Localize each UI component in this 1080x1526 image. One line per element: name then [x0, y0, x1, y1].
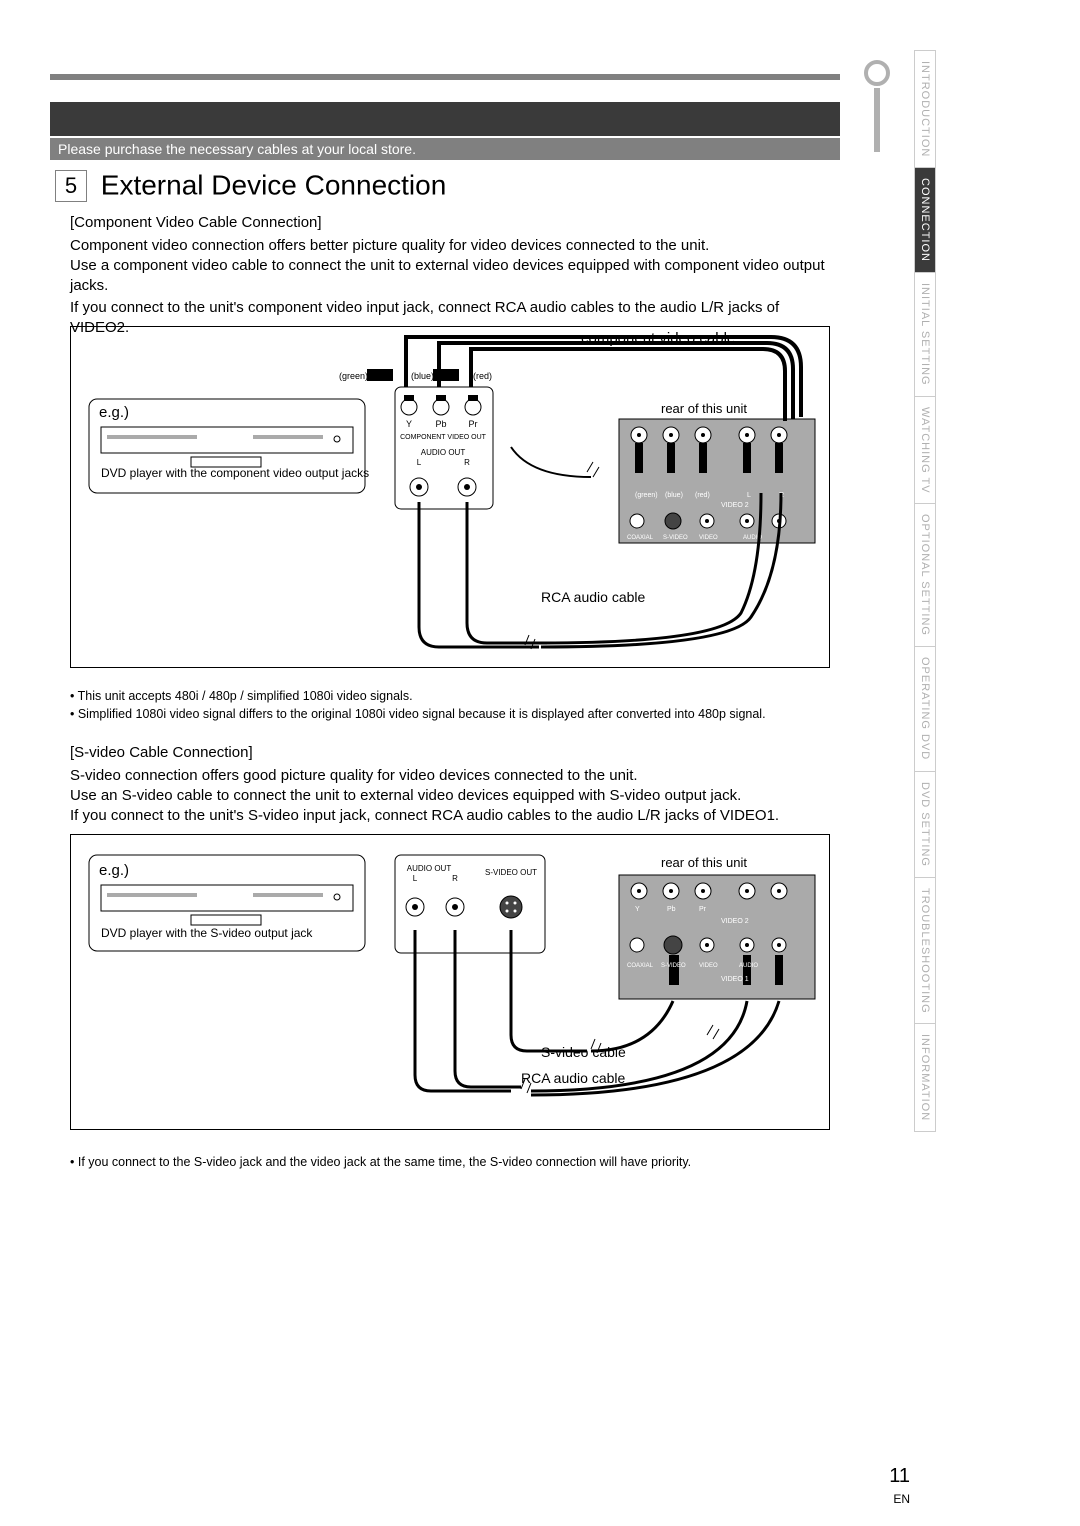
svideo-p2: Use an S-video cable to connect the unit… — [70, 786, 830, 806]
svg-text:VIDEO: VIDEO — [699, 963, 718, 969]
svg-text:Pb: Pb — [435, 419, 446, 429]
svg-text:L: L — [413, 874, 418, 883]
svideo-p3: If you connect to the unit's S-video inp… — [70, 806, 830, 826]
section-title: External Device Connection — [101, 170, 447, 201]
svg-text:VIDEO: VIDEO — [699, 535, 718, 541]
svg-text:COAXIAL: COAXIAL — [627, 963, 654, 969]
svg-text:rear of this unit: rear of this unit — [661, 855, 747, 870]
svideo-figure: e.g.) DVD player with the S-video output… — [70, 834, 830, 1130]
tab-connection[interactable]: CONNECTION — [914, 168, 936, 273]
svg-text:RCA audio cable: RCA audio cable — [521, 1070, 626, 1086]
svg-text:VIDEO 1: VIDEO 1 — [721, 976, 749, 983]
section-number: 5 — [55, 170, 87, 202]
tab-troubleshooting[interactable]: TROUBLESHOOTING — [914, 878, 936, 1025]
svideo-p1: S-video connection offers good picture q… — [70, 766, 830, 786]
svg-text:VIDEO 2: VIDEO 2 — [721, 918, 749, 925]
component-p1: Component video connection offers better… — [70, 236, 830, 256]
eg-label: e.g.) — [99, 404, 129, 421]
svg-text:L: L — [417, 458, 422, 467]
page-language: EN — [893, 1492, 910, 1506]
svideo-diagram-svg: e.g.) DVD player with the S-video output… — [71, 835, 829, 1129]
svg-text:AUDIO: AUDIO — [739, 963, 758, 969]
svg-text:DVD player with the component: DVD player with the component video outp… — [101, 466, 369, 480]
component-note-2: • Simplified 1080i video signal differs … — [70, 706, 830, 722]
svg-text:Y: Y — [406, 419, 412, 429]
svg-text:S-VIDEO: S-VIDEO — [661, 963, 686, 969]
svg-text:R: R — [452, 874, 458, 883]
purchase-notice: Please purchase the necessary cables at … — [50, 138, 840, 160]
section-marker-line — [874, 88, 880, 152]
side-tabs: INTRODUCTION CONNECTION INITIAL SETTING … — [914, 50, 942, 1132]
svg-text:S-VIDEO OUT: S-VIDEO OUT — [485, 868, 537, 877]
svideo-note-1: • If you connect to the S-video jack and… — [70, 1154, 830, 1170]
svg-text:COAXIAL: COAXIAL — [627, 535, 654, 541]
header-dark-bar — [50, 102, 840, 136]
svg-text:Pb: Pb — [667, 906, 676, 913]
tab-introduction[interactable]: INTRODUCTION — [914, 50, 936, 168]
svg-text:(red): (red) — [473, 371, 492, 381]
svg-text:(blue): (blue) — [665, 492, 683, 499]
svideo-heading: [S-video Cable Connection] — [70, 744, 253, 761]
svg-text:Pr: Pr — [469, 419, 478, 429]
component-p2: Use a component video cable to connect t… — [70, 256, 830, 297]
tab-operating-dvd[interactable]: OPERATING DVD — [914, 647, 936, 771]
svg-text:(red): (red) — [695, 492, 710, 499]
section-title-row: 5 External Device Connection — [55, 168, 446, 202]
tab-watching-tv[interactable]: WATCHING TV — [914, 397, 936, 505]
svg-text:(blue): (blue) — [411, 371, 434, 381]
section-marker-circle — [864, 60, 890, 86]
svg-text:S-video cable: S-video cable — [541, 1044, 626, 1060]
page-number: 11 — [889, 1465, 910, 1488]
svg-text:VIDEO 1: VIDEO 1 — [721, 546, 749, 553]
svg-text:AUDIO OUT: AUDIO OUT — [421, 448, 466, 457]
component-heading: [Component Video Cable Connection] — [70, 214, 322, 231]
svg-text:RCA audio cable: RCA audio cable — [541, 589, 646, 605]
svg-text:(green): (green) — [635, 492, 658, 499]
header-rule — [50, 74, 840, 80]
svg-text:COMPONENT VIDEO OUT: COMPONENT VIDEO OUT — [400, 434, 487, 441]
svg-text:Pr: Pr — [699, 906, 707, 913]
component-figure: e.g.) DVD player with the component vide… — [70, 326, 830, 668]
svg-text:R: R — [464, 458, 470, 467]
component-note-1: • This unit accepts 480i / 480p / simpli… — [70, 688, 830, 704]
svg-text:L: L — [747, 492, 751, 499]
tab-information[interactable]: INFORMATION — [914, 1024, 936, 1132]
svg-text:Y: Y — [635, 906, 640, 913]
svg-text:S-VIDEO: S-VIDEO — [663, 535, 688, 541]
component-diagram-svg: e.g.) DVD player with the component vide… — [71, 327, 829, 667]
tab-dvd-setting[interactable]: DVD SETTING — [914, 772, 936, 878]
svg-text:(green): (green) — [339, 371, 368, 381]
svg-text:AUDIO OUT: AUDIO OUT — [407, 864, 452, 873]
svg-text:rear of this unit: rear of this unit — [661, 401, 747, 416]
tab-optional-setting[interactable]: OPTIONAL SETTING — [914, 504, 936, 647]
svg-text:DVD player with the S-video ou: DVD player with the S-video output jack — [101, 926, 313, 940]
svg-text:e.g.): e.g.) — [99, 862, 129, 879]
svg-text:VIDEO 2: VIDEO 2 — [721, 502, 749, 509]
tab-initial-setting[interactable]: INITIAL SETTING — [914, 273, 936, 397]
